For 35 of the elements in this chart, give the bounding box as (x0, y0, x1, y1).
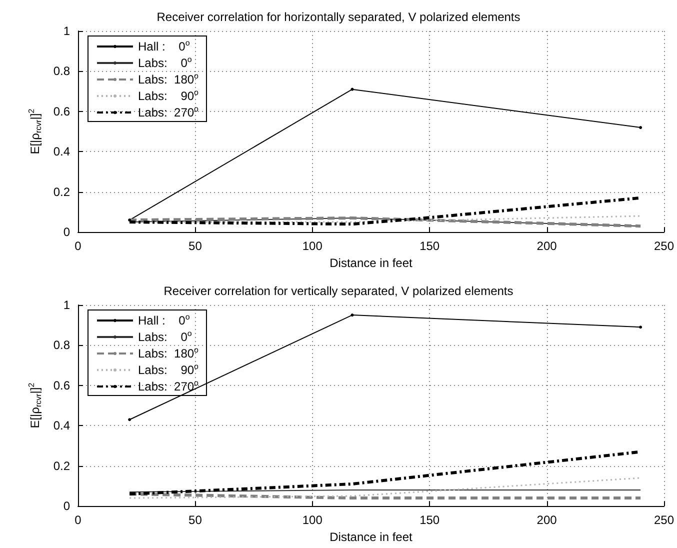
x-tick-label: 150 (420, 239, 440, 254)
x-tick-label: 0 (74, 239, 82, 254)
point (639, 326, 642, 329)
x-axis-title: Distance in feet (330, 530, 414, 544)
y-tick-label: 0.2 (53, 184, 70, 199)
y-tick-label: 0.8 (53, 338, 70, 352)
y-tick-label: 0.6 (53, 378, 70, 392)
x-tick-label: 250 (654, 513, 674, 528)
chart-title: Receiver correlation for horizontally separated, V polarized elements (156, 10, 520, 24)
y-axis-title: E[|ρrcvr|]2 (26, 108, 43, 154)
chart-title: Receiver correlation for vertically separated, V polarized elements (164, 284, 514, 298)
y-axis-title: E[|ρrcvr|]2 (26, 382, 43, 428)
x-axis-title: Distance in feet (330, 256, 414, 270)
x-tick-label: 100 (302, 513, 323, 528)
x-tick-label: 100 (302, 239, 323, 254)
y-tick-label: 0.6 (53, 104, 70, 118)
point (128, 218, 132, 222)
x-tick-label: 0 (74, 513, 82, 528)
point (350, 314, 354, 317)
y-tick-label: 0.2 (53, 458, 70, 473)
y-tick-label: 0 (63, 499, 70, 514)
y-tick-label: 1 (63, 298, 70, 312)
y-tick-label: 0.8 (53, 64, 70, 78)
y-tick-label: 0.4 (53, 418, 70, 433)
y-tick-label: 1 (63, 24, 70, 38)
y-tick-label: 0.4 (53, 144, 70, 159)
x-tick-label: 150 (420, 513, 440, 528)
point (639, 126, 642, 130)
point (128, 418, 132, 422)
x-tick-label: 200 (536, 239, 558, 254)
x-tick-label: 50 (188, 239, 202, 254)
x-tick-label: 250 (654, 239, 674, 254)
x-tick-label: 50 (188, 513, 202, 528)
y-tick-label: 0 (63, 225, 70, 240)
x-tick-label: 200 (536, 513, 558, 528)
